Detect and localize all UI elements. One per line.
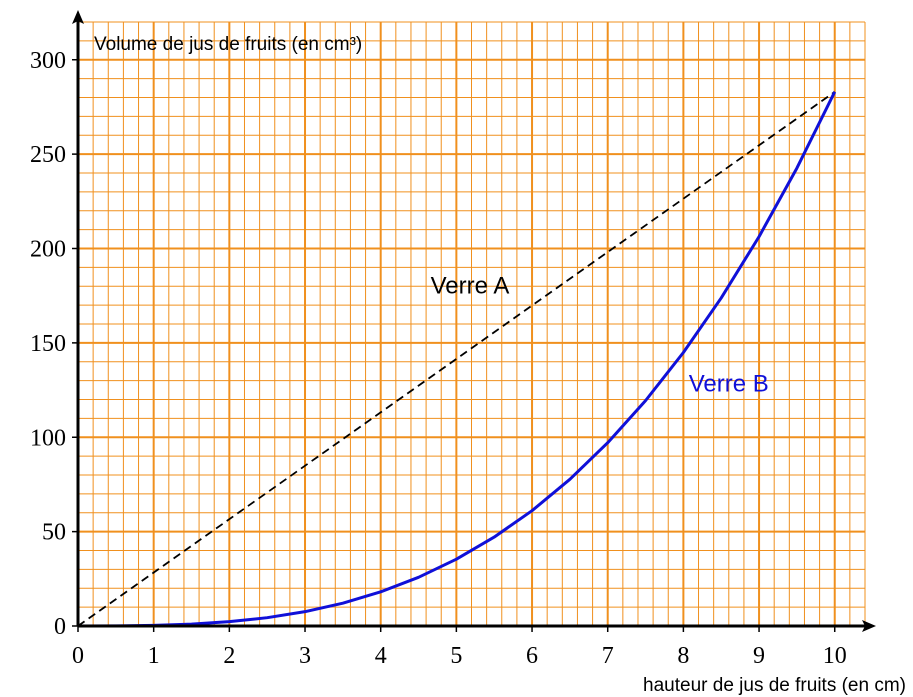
y-axis-arrow <box>72 10 84 24</box>
x-tick-label: 3 <box>299 643 311 669</box>
x-axis-label: hauteur de jus de fruits (en cm) <box>643 675 906 696</box>
y-tick-label: 300 <box>30 48 66 74</box>
y-tick-label: 150 <box>30 331 66 357</box>
annotation: Verre B <box>689 371 769 398</box>
x-tick-label: 6 <box>526 643 538 669</box>
x-tick-label: 0 <box>72 643 84 669</box>
x-tick-label: 9 <box>753 643 765 669</box>
x-tick-label: 10 <box>823 643 847 669</box>
x-tick-label: 8 <box>677 643 689 669</box>
x-tick-label: 5 <box>450 643 462 669</box>
y-tick-label: 200 <box>30 237 66 263</box>
y-tick-label: 0 <box>54 614 66 640</box>
y-tick-label: 50 <box>42 520 66 546</box>
x-tick-label: 7 <box>602 643 614 669</box>
y-tick-label: 100 <box>30 425 66 451</box>
plot-area <box>77 91 837 628</box>
annotation: Verre A <box>431 272 510 299</box>
series-line <box>77 91 837 628</box>
x-axis-arrow <box>862 620 876 632</box>
y-tick-label: 250 <box>30 142 66 168</box>
x-tick-label: 2 <box>223 643 235 669</box>
series-line <box>77 91 836 627</box>
y-axis-label: Volume de jus de fruits (en cm³) <box>94 34 362 55</box>
grid <box>77 21 866 627</box>
x-tick-label: 1 <box>148 643 160 669</box>
x-tick-label: 4 <box>375 643 387 669</box>
